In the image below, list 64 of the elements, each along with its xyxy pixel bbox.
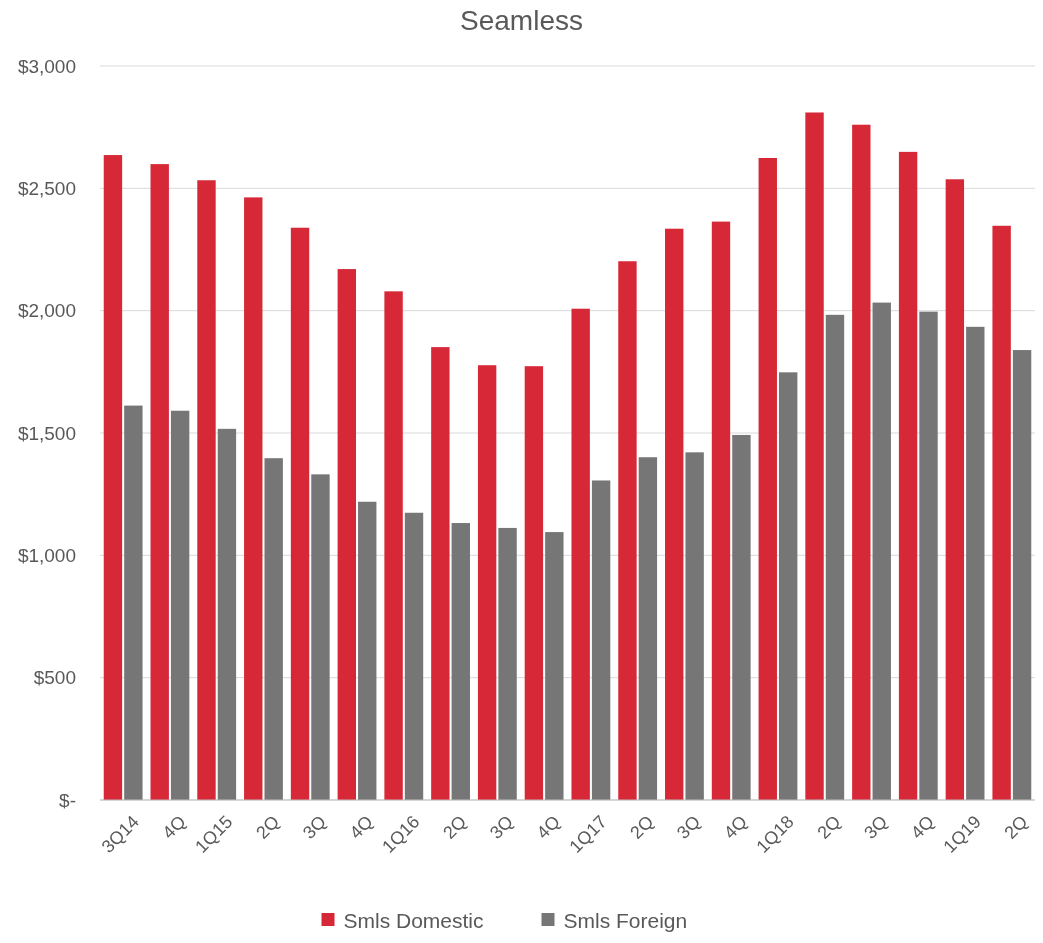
bar	[919, 311, 938, 800]
bar	[805, 112, 824, 800]
x-tick-label: 3Q	[298, 811, 330, 843]
bar	[945, 179, 965, 800]
bar	[337, 269, 356, 800]
bar	[591, 480, 611, 800]
bar	[638, 457, 658, 800]
bar	[966, 326, 985, 800]
x-tick-label: 4Q	[532, 811, 564, 843]
bar	[618, 261, 637, 800]
y-tick-label: $-	[59, 789, 76, 811]
bar	[825, 314, 845, 800]
y-tick-label: $1,500	[17, 422, 76, 444]
bar	[477, 365, 497, 800]
bar	[872, 302, 891, 800]
bar	[431, 347, 450, 800]
bar	[244, 197, 263, 800]
x-tick-label: 4Q	[719, 811, 751, 843]
x-tick-label: 4Q	[906, 811, 939, 843]
bar	[545, 532, 564, 800]
x-tick-label: 3Q	[673, 811, 705, 843]
y-tick-label: $2,500	[17, 177, 76, 199]
x-tick-label: 4Q	[345, 811, 377, 843]
bar	[103, 155, 123, 800]
y-tick-label: $500	[33, 667, 76, 689]
bar	[384, 291, 403, 800]
bar	[290, 227, 310, 800]
x-tick-label: 2Q	[813, 811, 845, 843]
bar	[404, 512, 424, 800]
chart-title: Seamless	[460, 5, 583, 36]
bar	[170, 410, 190, 800]
bar	[217, 428, 237, 800]
x-tick-label: 2Q	[1000, 811, 1032, 843]
y-tick-label: $2,000	[17, 300, 76, 322]
bar	[665, 228, 684, 800]
y-tick-label: $1,000	[17, 544, 76, 566]
bar	[264, 458, 283, 800]
bar	[524, 366, 544, 800]
bar	[992, 225, 1011, 800]
x-tick-label: 2Q	[626, 811, 658, 843]
bar	[852, 124, 871, 800]
bar	[358, 501, 377, 800]
bar	[732, 434, 751, 800]
bar	[758, 157, 777, 800]
x-tick-label: 3Q	[860, 811, 892, 843]
bar	[311, 474, 330, 800]
bar	[779, 372, 798, 800]
x-tick-label: 4Q	[158, 811, 190, 843]
bar	[150, 164, 169, 800]
x-tick-label: 2Q	[439, 811, 471, 843]
bar	[571, 308, 590, 800]
bar	[451, 523, 470, 800]
y-tick-label: $3,000	[17, 55, 76, 77]
legend-label: Smls Foreign	[563, 909, 688, 933]
bar	[124, 405, 143, 800]
bar	[685, 452, 704, 800]
bar	[711, 221, 731, 800]
bar	[197, 180, 216, 800]
x-tick-label: 2Q	[252, 811, 284, 843]
legend-label: Smls Domestic	[343, 909, 484, 933]
bar	[1012, 350, 1032, 800]
x-tick-label: 3Q	[485, 811, 518, 843]
bar	[898, 151, 918, 800]
bar	[498, 527, 517, 800]
